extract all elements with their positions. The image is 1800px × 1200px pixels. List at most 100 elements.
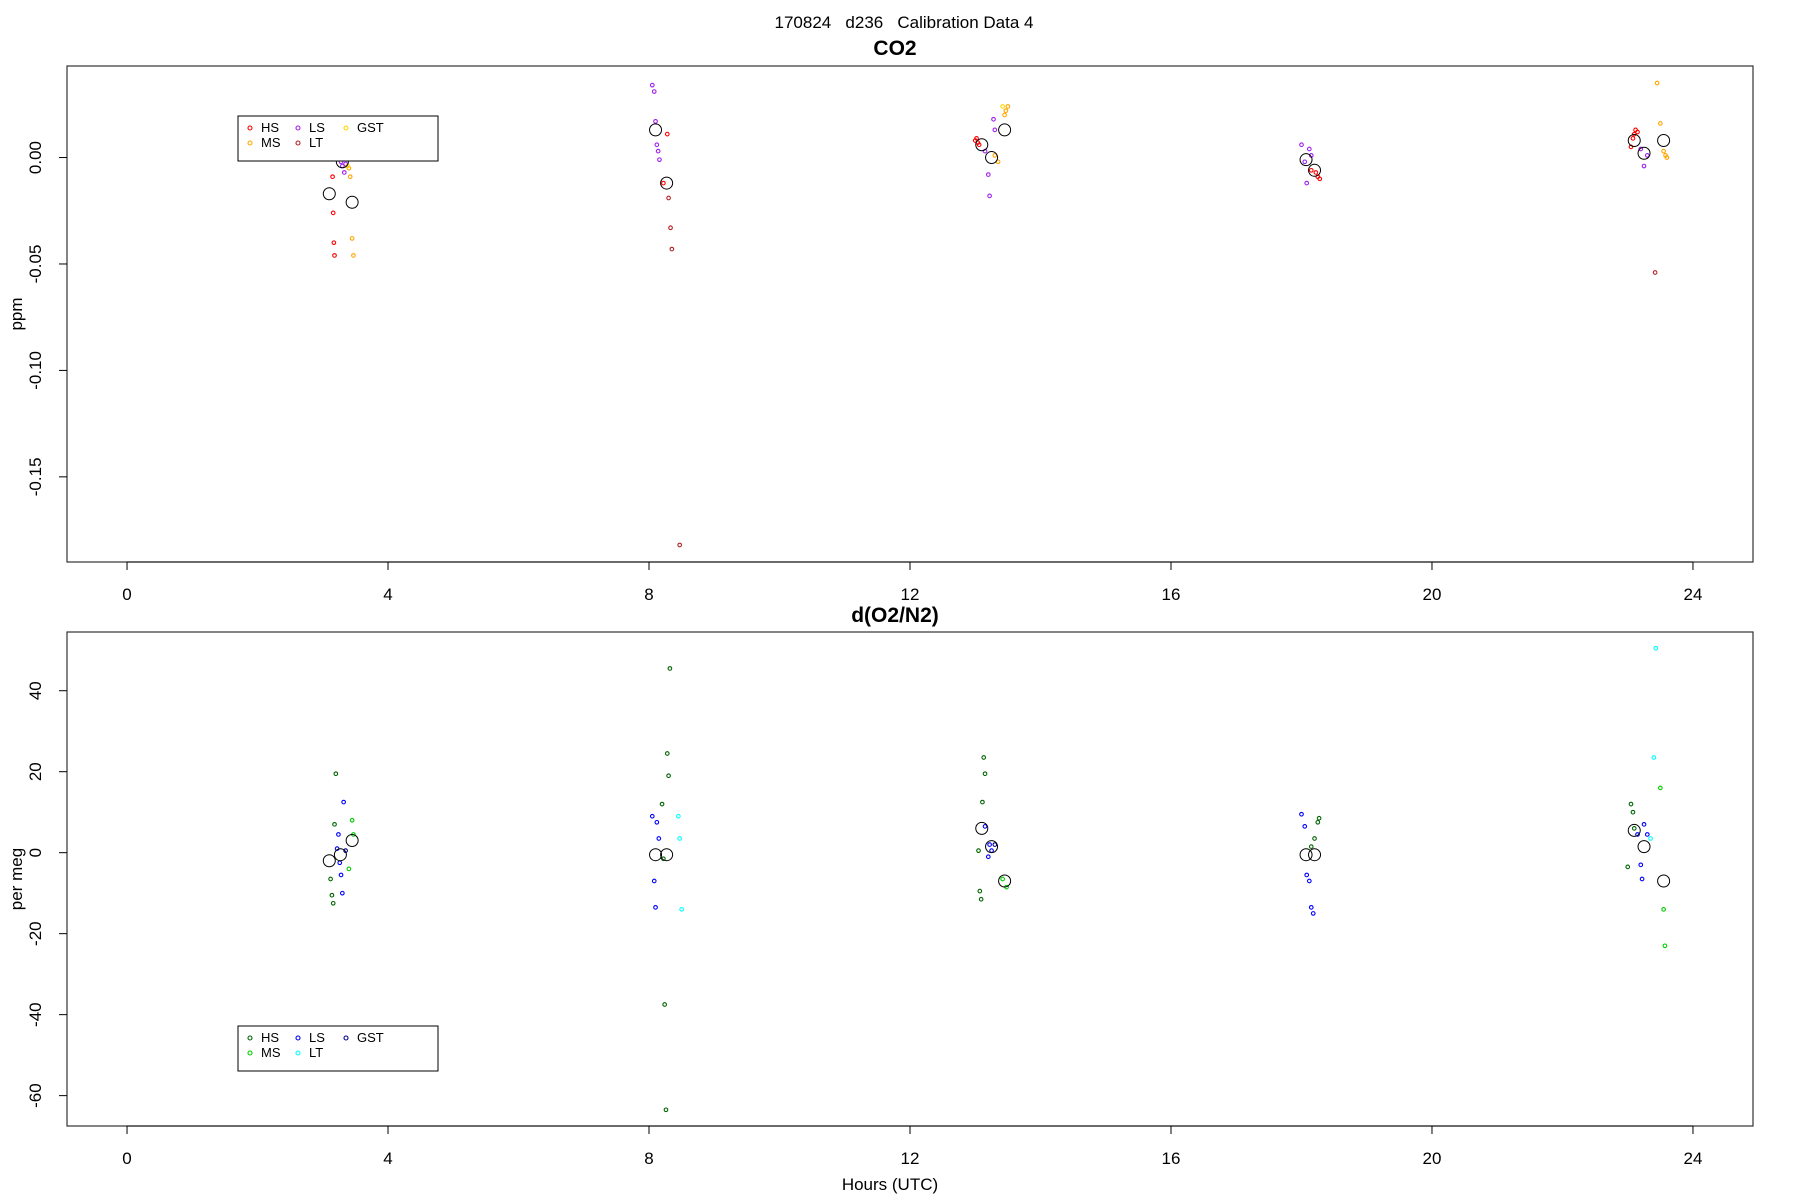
x-tick-label: 24	[1684, 585, 1703, 604]
chart-title: CO2	[873, 37, 916, 60]
point-lt	[1652, 270, 1658, 275]
point-ls	[1306, 146, 1312, 152]
point-hs	[976, 142, 982, 148]
point-ms	[1657, 785, 1663, 791]
chart-panel-2: d(O2/N2) 0 4 8 12 16 20 24 Hours (UTC) 40 20 0 -20 -4…	[7, 604, 1754, 1194]
point-hs	[332, 821, 337, 827]
legend-marker	[247, 140, 253, 146]
legend-marker	[295, 1035, 301, 1041]
x-tick-label: 20	[1423, 585, 1442, 604]
legend-label: MS	[261, 135, 281, 150]
point-lt	[1648, 836, 1653, 841]
y-tick-label: 0	[26, 848, 45, 857]
point-hs	[1315, 819, 1321, 825]
legend-label: MS	[261, 1045, 281, 1060]
point-hs	[1316, 815, 1322, 821]
point-ms	[1664, 155, 1670, 160]
point-hs	[663, 1107, 669, 1113]
mean-marker	[660, 176, 674, 190]
mean-marker	[1657, 134, 1671, 148]
point-hs	[331, 240, 337, 246]
legend-item-ls: LS	[295, 120, 325, 135]
legend-marker	[247, 1050, 253, 1056]
point-ls	[341, 170, 347, 175]
point-ls	[1310, 911, 1316, 916]
y-axis: 40 20 0 -20 -40 -60	[26, 681, 67, 1108]
y-tick-label: -20	[26, 921, 45, 946]
point-ls	[1638, 862, 1644, 868]
point-hs	[1631, 826, 1637, 831]
point-hs	[1631, 131, 1637, 137]
point-hs	[1313, 170, 1319, 175]
point-hs	[1308, 844, 1314, 849]
point-hs	[330, 174, 335, 180]
legend-item-gst: GST	[343, 1030, 384, 1045]
x-tick-label: 16	[1162, 585, 1181, 604]
point-ls	[657, 157, 662, 163]
point-hs	[980, 799, 985, 805]
point-ls	[654, 142, 660, 148]
point-gst	[1000, 104, 1006, 109]
point-ls	[1302, 824, 1308, 829]
mean-marker	[998, 874, 1012, 888]
point-hs	[977, 888, 983, 894]
y-tick-label: 20	[26, 762, 45, 781]
x-axis: 0 4 8 12 16 20 24	[122, 1125, 1702, 1168]
x-tick-label: 4	[383, 1149, 392, 1168]
point-ls	[987, 193, 992, 199]
x-tick-label: 0	[122, 1149, 131, 1168]
legend-marker	[343, 1035, 349, 1041]
legend-marker	[247, 125, 253, 131]
chart-title: d(O2/N2)	[851, 604, 939, 627]
figure-title: 170824 d236 Calibration Data 4	[775, 13, 1034, 32]
legend-label: GST	[357, 120, 384, 135]
legend-item-hs: HS	[247, 120, 279, 135]
point-ls	[336, 832, 341, 837]
point-hs	[976, 848, 981, 854]
point-ls	[985, 172, 991, 177]
point-hs	[974, 136, 979, 141]
point-hs	[978, 896, 984, 902]
y-tick-label: -0.10	[26, 351, 45, 390]
legend-marker	[295, 1050, 301, 1056]
point-ls	[1644, 153, 1650, 158]
point-ls	[1638, 146, 1644, 152]
y-tick-label: 0.00	[26, 141, 45, 174]
y-tick-label: -0.15	[26, 457, 45, 496]
point-hs	[661, 180, 666, 186]
point-ls	[649, 82, 655, 88]
x-axis-label: Hours (UTC)	[842, 1175, 938, 1194]
point-ls	[1641, 163, 1647, 169]
x-tick-label: 16	[1162, 1149, 1181, 1168]
mean-marker	[1627, 823, 1641, 837]
point-ls	[651, 89, 657, 94]
legend-item-hs: HS	[247, 1030, 279, 1045]
point-hs	[1317, 176, 1323, 182]
legend-box	[237, 115, 439, 162]
point-ls	[339, 890, 345, 896]
point-hs	[664, 131, 670, 137]
y-axis-label: per meg	[7, 848, 26, 910]
point-hs	[666, 773, 671, 779]
point-gst	[992, 842, 998, 847]
x-tick-label: 20	[1423, 1149, 1442, 1168]
chart-panel-1: CO2 0 4 8 12 16 20 24 0.00 -0.05 -0.10 -0.15 ppm HSMS…	[7, 37, 1754, 604]
legend-item-ls: LS	[295, 1030, 325, 1045]
mean-marker	[975, 821, 989, 835]
point-lt	[677, 542, 683, 548]
y-axis-label: ppm	[7, 297, 26, 330]
point-hs	[664, 751, 670, 756]
point-ms	[1002, 112, 1007, 118]
point-ls	[651, 878, 657, 884]
legend-marker	[295, 140, 301, 146]
point-hs	[328, 876, 333, 882]
point-hs	[329, 892, 335, 898]
point-ls	[654, 819, 660, 825]
mean-marker	[1637, 840, 1651, 854]
point-hs	[667, 666, 673, 671]
mean-marker	[975, 138, 989, 152]
point-lt	[1653, 645, 1659, 651]
point-ls	[985, 854, 991, 860]
